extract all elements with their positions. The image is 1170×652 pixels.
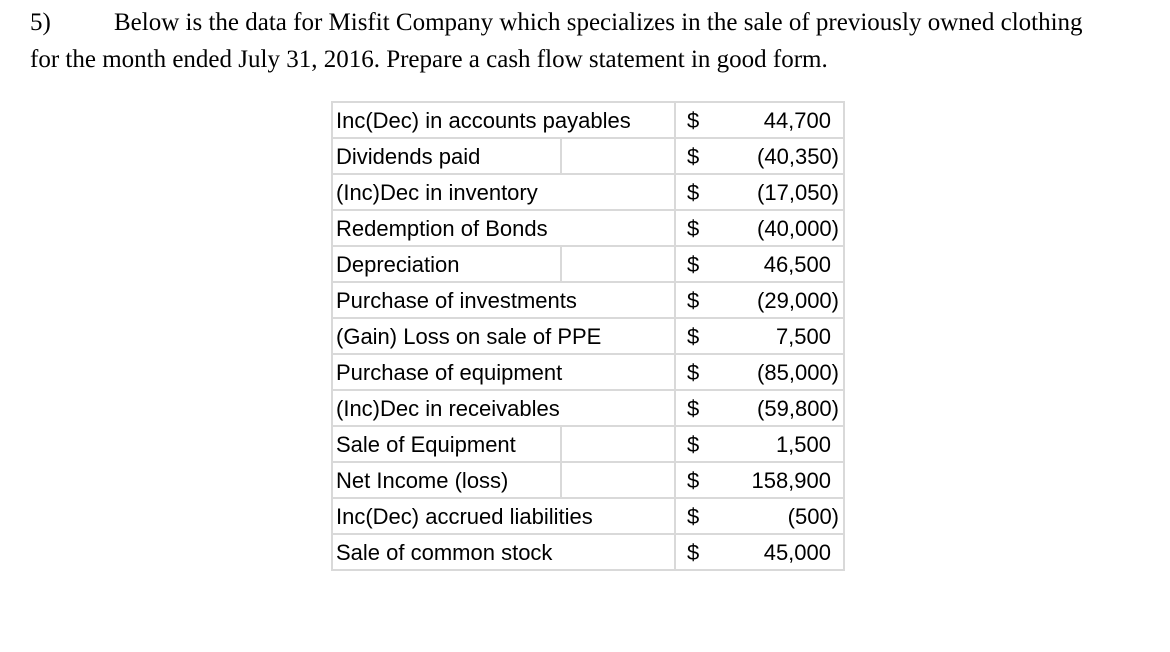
row-label: Purchase of equipment [336,360,563,385]
table-row: Dividends paid $ (40,350) [333,139,845,175]
row-label: Redemption of Bonds [336,216,548,241]
currency-symbol: $ [687,396,700,421]
currency-symbol: $ [687,288,700,313]
column-divider [674,211,676,245]
currency-symbol: $ [687,432,700,457]
table-row: Inc(Dec) accrued liabilities $ (500) [333,499,845,535]
table-row: Net Income (loss) $158,900 [333,463,845,499]
question-line-2: for the month ended July 31, 2016. Prepa… [30,46,828,73]
question-line-1: 5) Below is the data for Misfit Company w… [30,4,1150,41]
currency-symbol: $ [687,252,700,277]
currency-symbol: $ [687,144,700,169]
table-row: Purchase of investments $ (29,000) [333,283,845,319]
question-number: 5) [30,9,51,36]
right-border [843,283,845,317]
row-amount: (59,800) [757,396,839,421]
right-border [843,247,845,281]
column-divider [674,247,676,281]
question-prompt-1: Below is the data for Misfit Company whi… [114,9,1083,36]
currency-symbol: $ [687,108,700,133]
table-row: Sale of common stock $45,000 [333,535,845,571]
column-divider [674,499,676,533]
column-divider [674,535,676,569]
right-border [843,391,845,425]
row-amount: (85,000) [757,360,839,385]
row-label: Net Income (loss) [336,468,509,493]
currency-symbol: $ [687,360,700,385]
cell-divider [560,427,562,461]
row-label: Depreciation [336,252,460,277]
right-border [843,355,845,389]
row-amount: 44,700 [763,108,831,133]
currency-symbol: $ [687,540,700,565]
column-divider [674,139,676,173]
currency-symbol: $ [687,468,700,493]
row-amount: 7,500 [775,324,831,349]
row-amount: (500) [787,504,839,529]
table-row: Purchase of equipment $ (85,000) [333,355,845,391]
table-row: Inc(Dec) in accounts payables $44,700 [333,103,845,139]
row-label: Purchase of investments [336,288,577,313]
row-amount: 46,500 [763,252,831,277]
row-label: Sale of common stock [336,540,553,565]
right-border [843,175,845,209]
table-row: Redemption of Bonds $ (40,000) [333,211,845,247]
row-amount: (40,000) [757,216,839,241]
column-divider [674,355,676,389]
right-border [843,211,845,245]
row-amount: 1,500 [775,432,831,457]
table-row: (Inc)Dec in inventory $ (17,050) [333,175,845,211]
column-divider [674,175,676,209]
data-table: Inc(Dec) in accounts payables $44,700 Divi… [331,101,845,571]
row-label: (Gain) Loss on sale of PPE [336,324,602,349]
row-label: Inc(Dec) in accounts payables [336,108,631,133]
right-border [843,427,845,461]
currency-symbol: $ [687,324,700,349]
currency-symbol: $ [687,180,700,205]
cell-divider [560,247,562,281]
column-divider [674,319,676,353]
table-row: Depreciation $46,500 [333,247,845,283]
column-divider [674,463,676,497]
right-border [843,535,845,569]
row-amount: (29,000) [757,288,839,313]
row-amount: 45,000 [763,540,831,565]
table-row: (Inc)Dec in receivables $ (59,800) [333,391,845,427]
row-label: Inc(Dec) accrued liabilities [336,504,593,529]
column-divider [674,283,676,317]
row-label: (Inc)Dec in receivables [336,396,560,421]
currency-symbol: $ [687,216,700,241]
row-amount: (17,050) [757,180,839,205]
row-amount: (40,350) [757,144,839,169]
column-divider [674,391,676,425]
table-row: Sale of Equipment $1,500 [333,427,845,463]
cell-divider [560,139,562,173]
right-border [843,499,845,533]
row-label: Dividends paid [336,144,481,169]
cell-divider [560,463,562,497]
row-label: Sale of Equipment [336,432,516,457]
question-text: 5) Below is the data for Misfit Company w… [30,4,1150,78]
column-divider [674,103,676,137]
right-border [843,463,845,497]
row-amount: 158,900 [751,468,831,493]
right-border [843,139,845,173]
right-border [843,319,845,353]
column-divider [674,427,676,461]
right-border [843,103,845,137]
table-row: (Gain) Loss on sale of PPE $7,500 [333,319,845,355]
currency-symbol: $ [687,504,700,529]
row-label: (Inc)Dec in inventory [336,180,538,205]
